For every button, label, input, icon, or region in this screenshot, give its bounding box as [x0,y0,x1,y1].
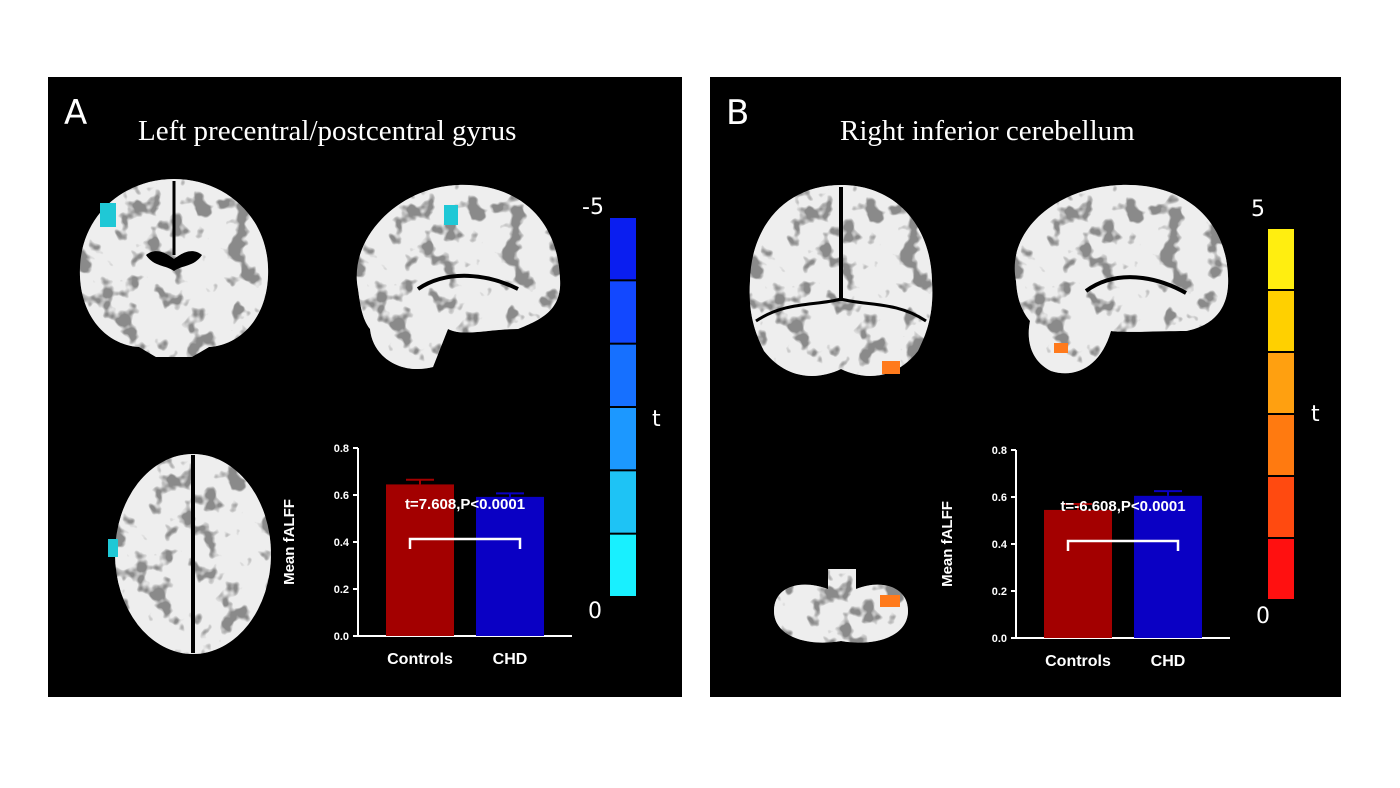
y-tick-label: 0.0 [992,633,1007,645]
y-tick-label: 0.0 [334,631,349,643]
significance-annotation: t=-6.608,P<0.0001 [1060,498,1185,515]
bar [1134,495,1202,638]
significance-bracket [408,537,522,549]
x-tick-label: CHD [1151,653,1186,670]
y-tick-label: 0.8 [334,443,349,455]
panel-letter: A [64,93,88,133]
colorbar-top-label: -5 [582,195,604,220]
y-tick-label: 0.2 [334,584,349,596]
coronal-brain-slice [749,185,933,376]
colorbar-b [1268,229,1294,599]
colorbar-segment [610,281,636,343]
colorbar-a [610,218,636,596]
y-axis-label: Mean fALFF [281,499,298,585]
bar [1044,509,1112,638]
activation-blob [882,361,900,374]
colorbar-segment [1268,353,1294,413]
bar [476,496,544,636]
activation-blob [108,539,118,557]
y-tick-label: 0.8 [992,445,1007,457]
colorbar-segment [1268,415,1294,475]
bar-chart-a: 0.0 0.2 0.4 0.6 0.8 Mean fALFF Controls CHD t=7.… [281,443,572,668]
significance-bracket [1066,539,1180,551]
colorbar-segment [1268,539,1294,599]
x-tick-label: CHD [493,651,528,668]
activation-blob [1054,343,1068,353]
panel-title: Left precentral/postcentral gyrus [138,115,517,147]
panel-letter: B [726,93,750,133]
colorbar-segment [1268,229,1294,289]
y-tick-label: 0.6 [334,490,349,502]
sagittal-brain-slice [356,184,561,370]
y-tick-label: 0.6 [992,492,1007,504]
x-tick-label: Controls [1045,653,1111,670]
y-axis-label: Mean fALFF [939,501,956,587]
bar [386,484,454,636]
colorbar-bottom-label: 0 [1256,604,1270,629]
colorbar-segment [1268,477,1294,537]
colorbar-segment [610,408,636,470]
colorbar-top-label: 5 [1251,197,1265,222]
y-tick-label: 0.4 [334,537,350,549]
activation-blob [880,595,900,607]
colorbar-segment [610,344,636,406]
bar-chart-b: 0.0 0.2 0.4 0.6 0.8 Mean fALFF Controls CHD t=-6… [939,445,1230,670]
colorbar-segment [610,218,636,280]
activation-blob [100,203,116,227]
panel-a: A Left precentral/postcentral gyrus -5 0… [48,77,682,697]
sagittal-brain-slice [1014,184,1229,374]
coronal-brain-slice [79,179,269,357]
activation-blob [444,205,458,225]
y-tick-label: 0.4 [992,539,1008,551]
colorbar-segment [1268,291,1294,351]
axial-cerebellum-slice [774,569,908,643]
y-tick-label: 0.2 [992,586,1007,598]
x-tick-label: Controls [387,651,453,668]
colorbar-axis-label: t [652,407,661,432]
significance-annotation: t=7.608,P<0.0001 [405,496,525,513]
axial-brain-slice [108,454,271,654]
colorbar-axis-label: t [1311,402,1320,427]
colorbar-segment [610,534,636,596]
panel-title: Right inferior cerebellum [840,115,1135,147]
colorbar-bottom-label: 0 [588,599,602,624]
colorbar-segment [610,471,636,533]
panel-b: B Right inferior cerebellum 5 0 t 0.0 0.2… [710,77,1341,697]
